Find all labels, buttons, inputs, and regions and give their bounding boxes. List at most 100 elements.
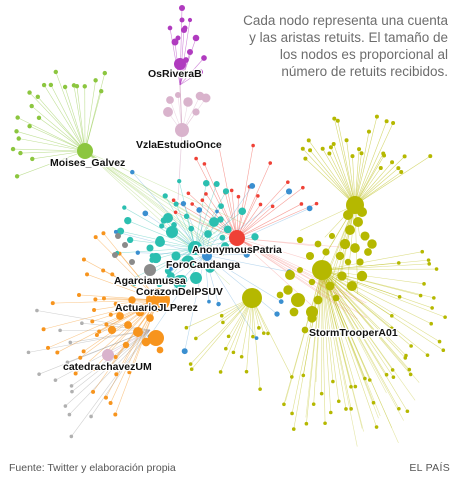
- account-node: [356, 270, 368, 282]
- account-node: [345, 225, 355, 235]
- account-node: [14, 174, 20, 179]
- account-node: [278, 299, 284, 304]
- hub-anonymouspatria: [229, 230, 245, 246]
- retweet-edge: [31, 105, 86, 152]
- retweet-edge: [321, 269, 340, 402]
- retweet-edge: [125, 247, 196, 283]
- label-corazondelpsuv: CorazonDelPSUV: [136, 286, 223, 298]
- account-node: [93, 78, 98, 83]
- retweet-edge: [313, 204, 356, 305]
- retweet-edge: [83, 299, 159, 352]
- retweet-edge: [354, 131, 370, 206]
- account-node: [129, 259, 135, 265]
- hub-agarciamussa: [144, 264, 156, 276]
- account-node: [296, 266, 304, 274]
- retweet-edge: [32, 150, 86, 160]
- account-node: [301, 326, 309, 334]
- account-node: [244, 369, 249, 374]
- retweet-edge: [116, 299, 159, 375]
- account-node: [114, 372, 119, 377]
- account-node: [231, 350, 236, 355]
- hub-forocandanga: [188, 241, 202, 255]
- account-node: [165, 225, 179, 239]
- account-node: [108, 400, 113, 405]
- account-node: [175, 35, 181, 41]
- account-node: [181, 255, 195, 269]
- account-node: [291, 427, 296, 431]
- retweet-edge: [330, 147, 356, 206]
- label-actuariojlperez: ActuarioJLPerez: [115, 302, 198, 314]
- account-node: [200, 198, 205, 203]
- account-node: [371, 400, 376, 405]
- account-node: [166, 96, 174, 104]
- account-node: [103, 395, 108, 400]
- account-node: [357, 147, 362, 152]
- account-node: [41, 327, 46, 332]
- retweet-edge: [220, 297, 253, 373]
- retweet-edge: [321, 269, 393, 428]
- account-node: [124, 321, 132, 329]
- account-node: [308, 278, 316, 286]
- retweet-edge: [321, 269, 400, 298]
- retweet-edge: [305, 269, 323, 418]
- retweet-edge: [13, 148, 86, 152]
- account-node: [407, 367, 412, 372]
- account-node: [30, 156, 35, 162]
- account-node: [181, 348, 188, 355]
- account-node: [215, 209, 219, 214]
- retweet-edge: [84, 150, 227, 237]
- retweet-edge: [321, 259, 429, 271]
- label-catedrachavezum: catedrachavezUM: [63, 361, 152, 373]
- retweet-edge: [204, 254, 290, 273]
- retweet-edge: [16, 130, 86, 152]
- account-node: [107, 325, 117, 335]
- account-node: [202, 179, 210, 187]
- retweet-edge: [321, 269, 408, 412]
- account-node: [63, 404, 68, 408]
- account-node: [27, 90, 32, 95]
- account-node: [196, 207, 203, 213]
- account-node: [91, 367, 96, 372]
- retweet-edge: [38, 329, 151, 375]
- retweet-edge: [337, 120, 356, 206]
- account-node: [122, 242, 128, 248]
- retweet-edge: [333, 143, 356, 206]
- retweet-edge: [322, 148, 356, 206]
- account-node: [188, 225, 195, 232]
- account-node: [258, 387, 262, 391]
- retweet-edge: [303, 269, 323, 376]
- account-node: [18, 150, 23, 156]
- account-node: [332, 116, 337, 121]
- account-node: [194, 336, 198, 341]
- account-node: [346, 280, 358, 292]
- retweet-edge: [205, 193, 238, 239]
- retweet-edge: [321, 269, 392, 329]
- retweet-edge: [321, 269, 347, 410]
- retweet-edge: [76, 86, 86, 152]
- retweet-edge: [84, 80, 96, 152]
- account-node: [92, 308, 97, 313]
- retweet-edge: [321, 269, 410, 370]
- account-node: [319, 391, 324, 396]
- account-node: [128, 296, 136, 304]
- account-node: [135, 307, 145, 317]
- account-node: [112, 252, 118, 258]
- retweet-edge: [321, 269, 411, 375]
- hub-actuario-2: [148, 330, 164, 346]
- retweet-edge: [291, 269, 323, 414]
- retweet-edge: [321, 269, 412, 347]
- retweet-edge: [321, 269, 428, 356]
- account-node: [418, 293, 423, 298]
- hub-olive-3: [291, 293, 305, 307]
- account-node: [350, 154, 355, 159]
- retweet-edge: [321, 269, 379, 419]
- label-moises-galvez: Moises_Galvez: [50, 157, 125, 169]
- account-node: [26, 350, 31, 355]
- retweet-edge: [354, 149, 360, 206]
- retweet-edge: [321, 262, 399, 271]
- account-node: [344, 258, 352, 266]
- account-node: [94, 333, 99, 338]
- account-node: [113, 301, 118, 306]
- account-node: [359, 151, 364, 156]
- account-node: [50, 301, 55, 306]
